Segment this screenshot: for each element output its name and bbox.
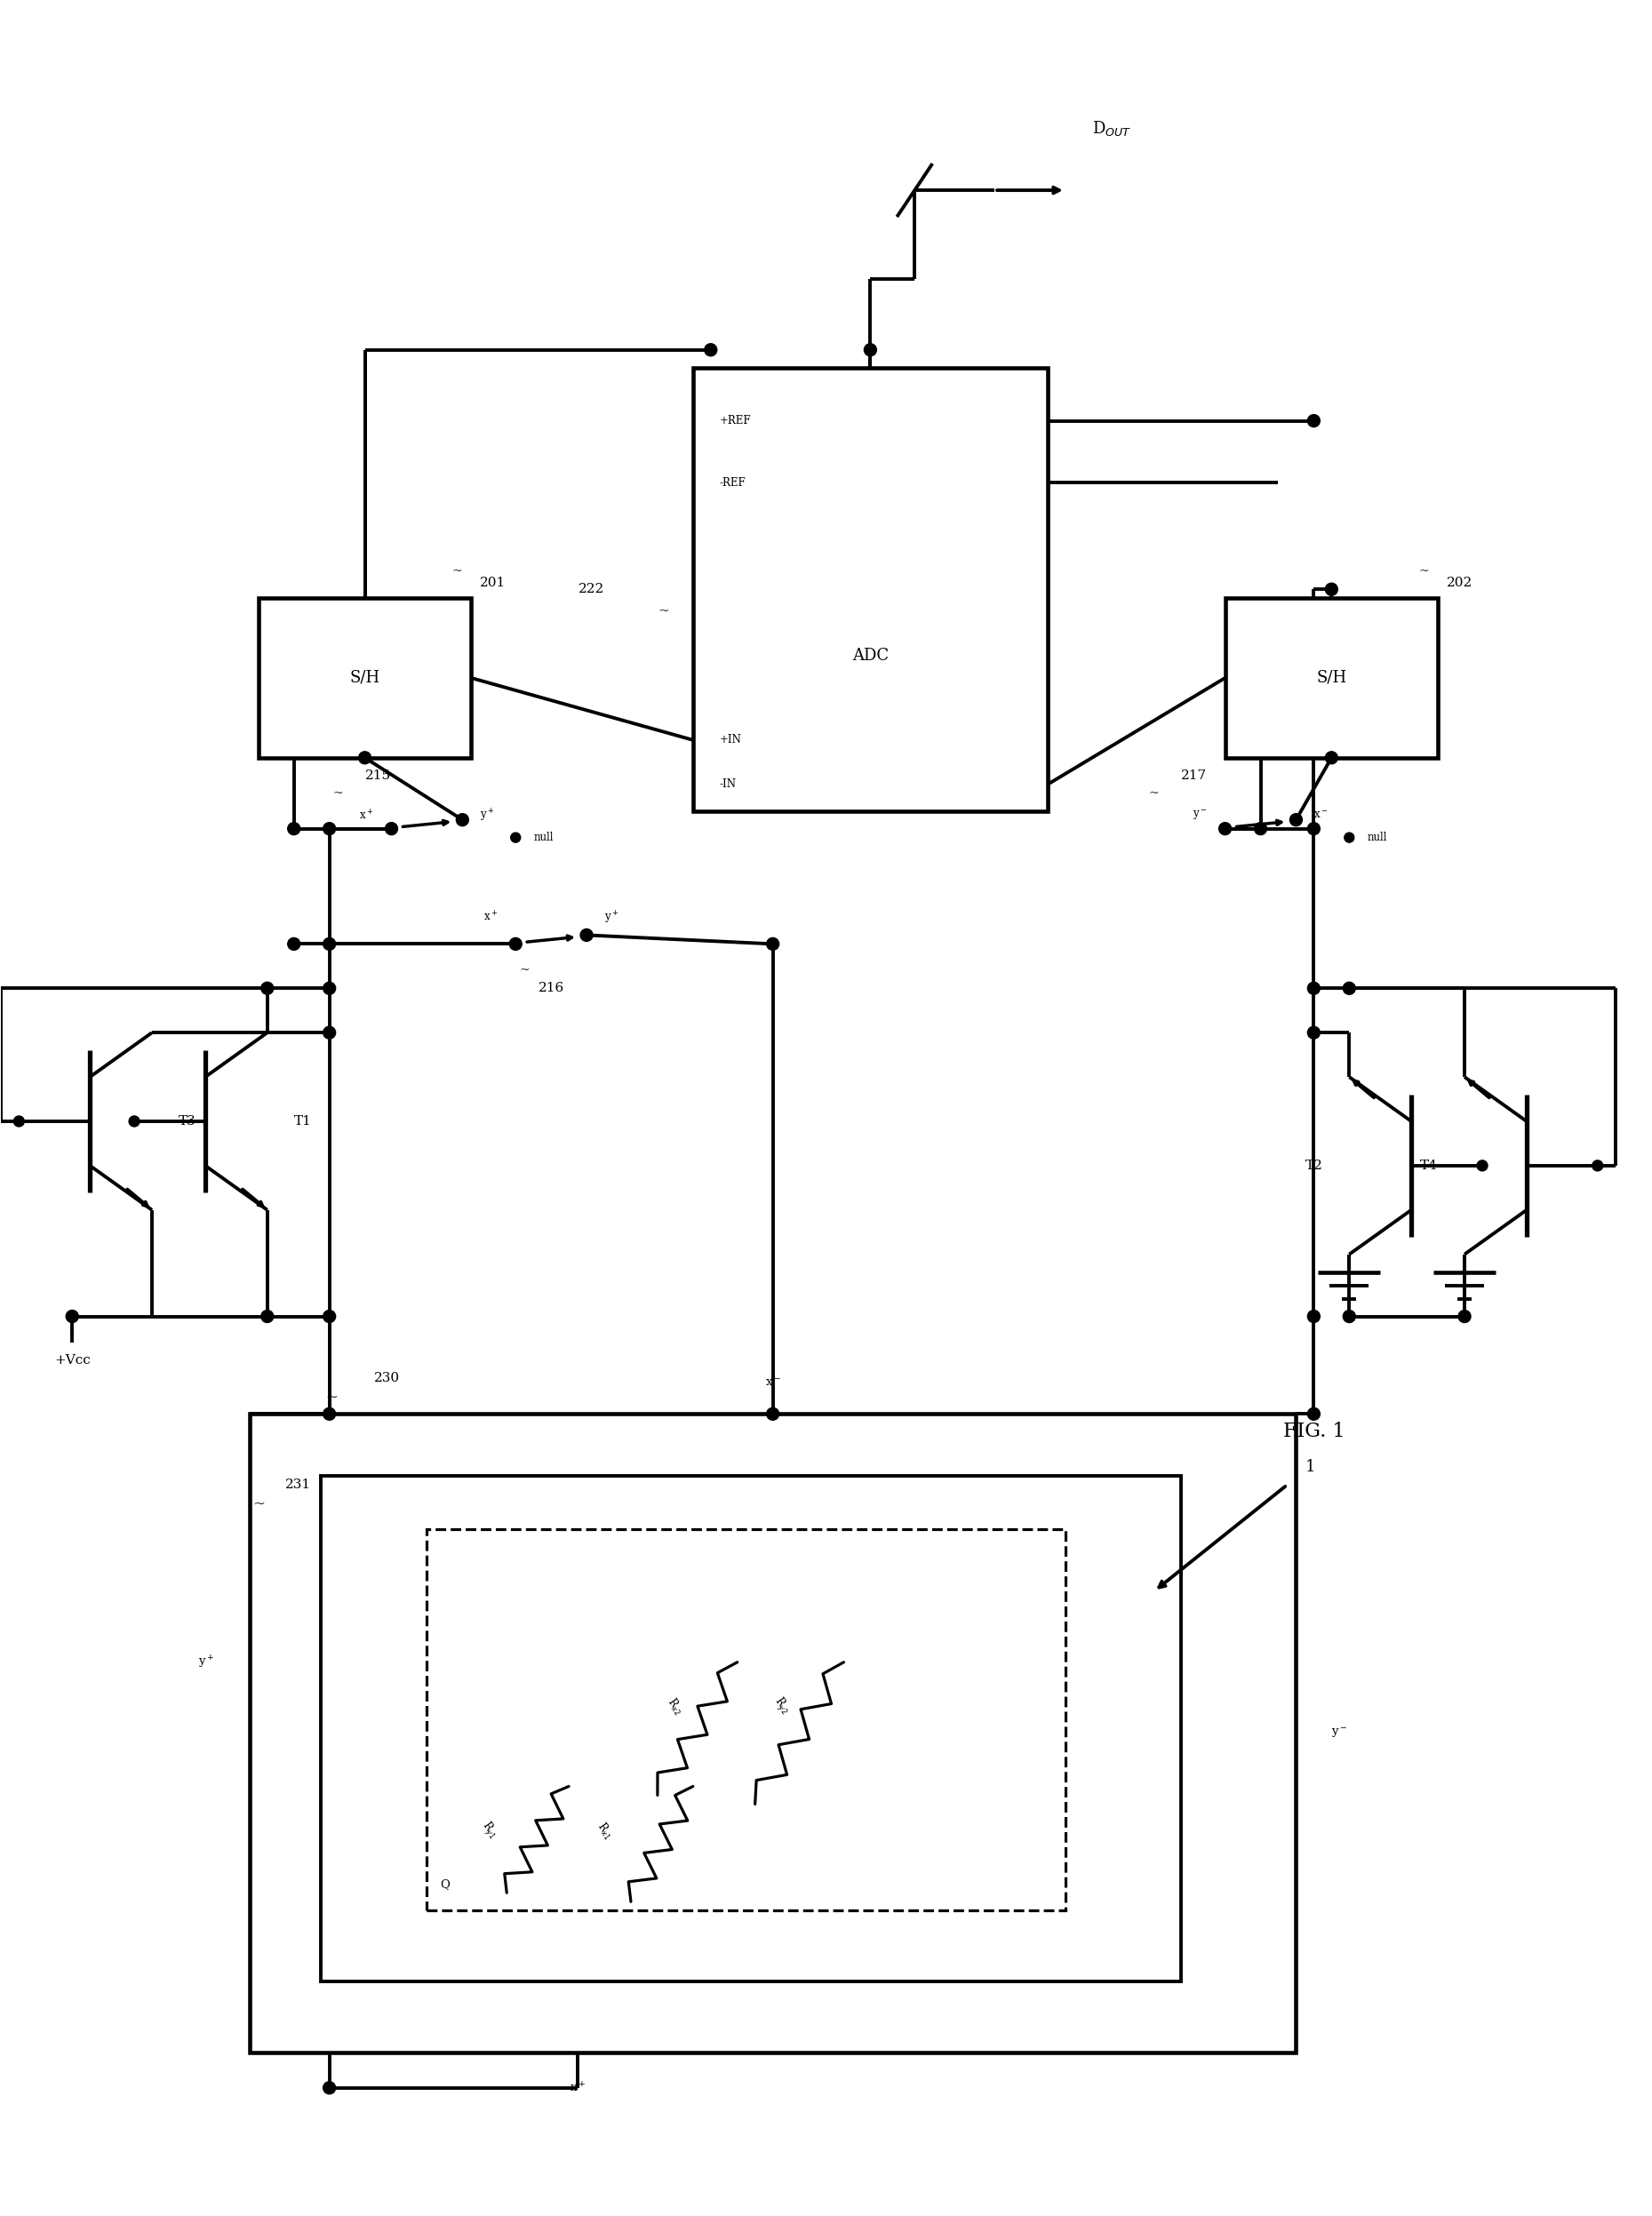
Circle shape [1325, 751, 1338, 765]
Text: ~: ~ [453, 565, 463, 578]
Circle shape [580, 929, 593, 942]
Circle shape [385, 822, 398, 835]
Bar [249, 1414, 1297, 2052]
Text: FIG. 1: FIG. 1 [1284, 1423, 1345, 1440]
Bar [692, 368, 1047, 811]
Circle shape [1593, 1161, 1602, 1170]
Text: S/H: S/H [350, 669, 380, 687]
Text: ADC: ADC [852, 647, 889, 665]
Circle shape [324, 1026, 335, 1039]
Text: y$^+$: y$^+$ [198, 1653, 215, 1671]
Text: +Vcc: +Vcc [55, 1354, 91, 1367]
Circle shape [1307, 1310, 1320, 1323]
Text: -IN: -IN [720, 778, 737, 791]
Circle shape [66, 1310, 78, 1323]
Text: x$^-$: x$^-$ [1313, 809, 1328, 822]
Circle shape [324, 1407, 335, 1420]
Text: 216: 216 [539, 982, 563, 995]
Circle shape [1459, 1310, 1470, 1323]
Text: 222: 222 [578, 583, 605, 596]
Text: R$_{x2}$: R$_{x2}$ [664, 1695, 686, 1717]
Text: S/H: S/H [1317, 669, 1346, 687]
Circle shape [509, 937, 522, 951]
Circle shape [1219, 822, 1231, 835]
Text: +IN: +IN [720, 733, 742, 747]
Circle shape [287, 822, 301, 835]
Circle shape [324, 982, 335, 995]
Text: null: null [534, 831, 553, 844]
Circle shape [1307, 822, 1320, 835]
Text: y$^-$: y$^-$ [1332, 1726, 1348, 1740]
Text: y$^+$: y$^+$ [605, 909, 620, 926]
Text: ~: ~ [325, 1389, 339, 1403]
Text: x$^+$: x$^+$ [484, 911, 497, 924]
Circle shape [1345, 833, 1355, 842]
Circle shape [324, 2081, 335, 2094]
Text: 215: 215 [365, 769, 392, 782]
Text: ~: ~ [657, 605, 669, 618]
Text: -REF: -REF [720, 476, 747, 490]
Text: y$^+$: y$^+$ [481, 807, 494, 824]
Circle shape [1307, 414, 1320, 428]
Text: ~: ~ [1150, 787, 1160, 800]
Text: ~: ~ [1419, 565, 1429, 578]
Circle shape [261, 982, 274, 995]
Circle shape [1477, 1161, 1487, 1170]
Text: ~: ~ [253, 1496, 264, 1509]
Circle shape [767, 1407, 780, 1420]
Text: x$^+$: x$^+$ [358, 809, 373, 822]
Circle shape [1307, 982, 1320, 995]
Text: ~: ~ [519, 964, 530, 977]
Text: +REF: +REF [720, 414, 752, 425]
Text: R$_{y1}$: R$_{y1}$ [477, 1819, 501, 1844]
Circle shape [324, 1310, 335, 1323]
Bar [258, 598, 471, 758]
Circle shape [1343, 1310, 1355, 1323]
Text: x$^-$: x$^-$ [765, 1376, 781, 1389]
Circle shape [864, 343, 877, 357]
Circle shape [324, 822, 335, 835]
Bar [426, 1529, 1066, 1910]
Circle shape [1343, 982, 1355, 995]
Circle shape [510, 833, 520, 842]
Text: T3: T3 [178, 1115, 197, 1128]
Text: null: null [1366, 831, 1388, 844]
Circle shape [704, 343, 717, 357]
Text: 217: 217 [1181, 769, 1206, 782]
Text: T2: T2 [1305, 1159, 1323, 1172]
Circle shape [287, 937, 301, 951]
Text: Q: Q [439, 1879, 449, 1890]
Circle shape [1307, 1026, 1320, 1039]
Circle shape [261, 1310, 274, 1323]
Circle shape [324, 937, 335, 951]
Text: R$_{y2}$: R$_{y2}$ [770, 1695, 793, 1717]
Circle shape [1290, 813, 1302, 827]
Circle shape [129, 1117, 139, 1126]
Circle shape [1307, 1407, 1320, 1420]
Bar [1226, 598, 1437, 758]
Text: y$^-$: y$^-$ [1193, 809, 1208, 822]
Circle shape [1325, 583, 1338, 596]
Text: 230: 230 [373, 1372, 400, 1385]
Bar [320, 1476, 1181, 1981]
Text: ~: ~ [334, 787, 344, 800]
Text: x$^+$: x$^+$ [570, 2081, 586, 2094]
Text: D$_{OUT}$: D$_{OUT}$ [1092, 120, 1132, 137]
Text: T4: T4 [1421, 1159, 1437, 1172]
Circle shape [13, 1117, 25, 1126]
Circle shape [1254, 822, 1267, 835]
Circle shape [358, 751, 372, 765]
Circle shape [767, 937, 780, 951]
Text: 201: 201 [481, 576, 506, 589]
Text: 1: 1 [1305, 1458, 1315, 1476]
Text: R$_{x1}$: R$_{x1}$ [593, 1819, 615, 1841]
Text: 202: 202 [1447, 576, 1474, 589]
Text: T1: T1 [294, 1115, 312, 1128]
Text: 231: 231 [286, 1478, 311, 1491]
Circle shape [456, 813, 469, 827]
